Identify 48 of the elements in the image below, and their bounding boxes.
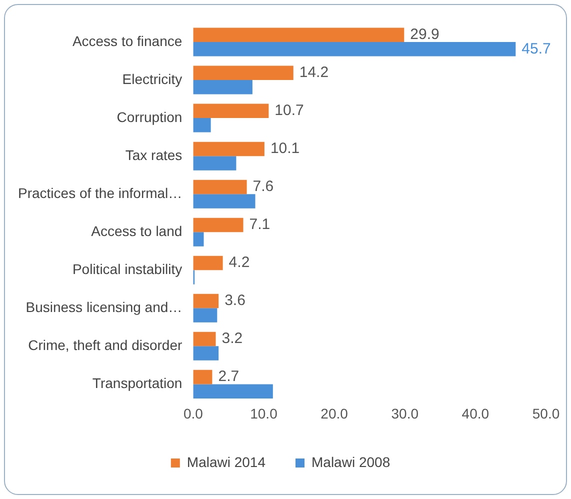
x-tick-label: 20.0 bbox=[320, 405, 348, 422]
bar bbox=[193, 256, 223, 270]
data-label: 14.2 bbox=[299, 64, 329, 82]
bar bbox=[193, 66, 294, 80]
x-tick-label: 50.0 bbox=[532, 405, 560, 422]
x-tick-label: 10.0 bbox=[250, 405, 278, 422]
y-tick-label: Practices of the informal… bbox=[18, 184, 182, 201]
y-tick-label: Business licensing and… bbox=[26, 299, 182, 316]
y-tick-label: Political instability bbox=[72, 260, 182, 277]
data-label: 45.7 bbox=[522, 40, 551, 58]
bar bbox=[193, 332, 216, 346]
data-label: 3.6 bbox=[224, 292, 246, 310]
bar bbox=[193, 28, 404, 42]
data-label: 10.7 bbox=[274, 102, 304, 120]
x-tick-label: 30.0 bbox=[391, 405, 419, 422]
bar bbox=[193, 142, 264, 156]
y-tick-label: Transportation bbox=[92, 375, 182, 392]
bar bbox=[193, 218, 244, 232]
legend-label: Malawi 2008 bbox=[312, 454, 390, 470]
data-label: 3.2 bbox=[222, 330, 243, 348]
bar bbox=[193, 308, 218, 322]
bar bbox=[193, 42, 516, 56]
bar bbox=[193, 370, 212, 384]
data-label: 4.2 bbox=[228, 254, 250, 272]
data-label: 2.7 bbox=[218, 368, 240, 386]
legend-label: Malawi 2014 bbox=[186, 454, 266, 470]
bar bbox=[193, 156, 236, 170]
y-tick-label: Crime, theft and disorder bbox=[28, 337, 182, 354]
bar bbox=[193, 80, 252, 94]
y-tick-label: Corruption bbox=[116, 108, 182, 125]
data-label: 7.6 bbox=[252, 178, 274, 196]
bar bbox=[193, 104, 269, 118]
bar bbox=[193, 118, 211, 132]
x-tick-label: 40.0 bbox=[462, 405, 490, 422]
y-tick-label: Electricity bbox=[122, 70, 182, 87]
bar bbox=[193, 384, 273, 398]
bar bbox=[193, 194, 256, 208]
bar bbox=[193, 294, 219, 308]
x-tick-label: 0.0 bbox=[183, 405, 204, 422]
bar bbox=[193, 232, 204, 246]
bar bbox=[193, 180, 247, 194]
data-label: 10.1 bbox=[270, 140, 300, 158]
bar bbox=[193, 346, 219, 360]
data-label: 29.9 bbox=[410, 26, 440, 44]
y-tick-label: Access to finance bbox=[72, 32, 182, 49]
y-tick-label: Access to land bbox=[91, 222, 182, 239]
y-tick-label: Tax rates bbox=[125, 146, 182, 163]
data-label: 7.1 bbox=[249, 216, 270, 234]
